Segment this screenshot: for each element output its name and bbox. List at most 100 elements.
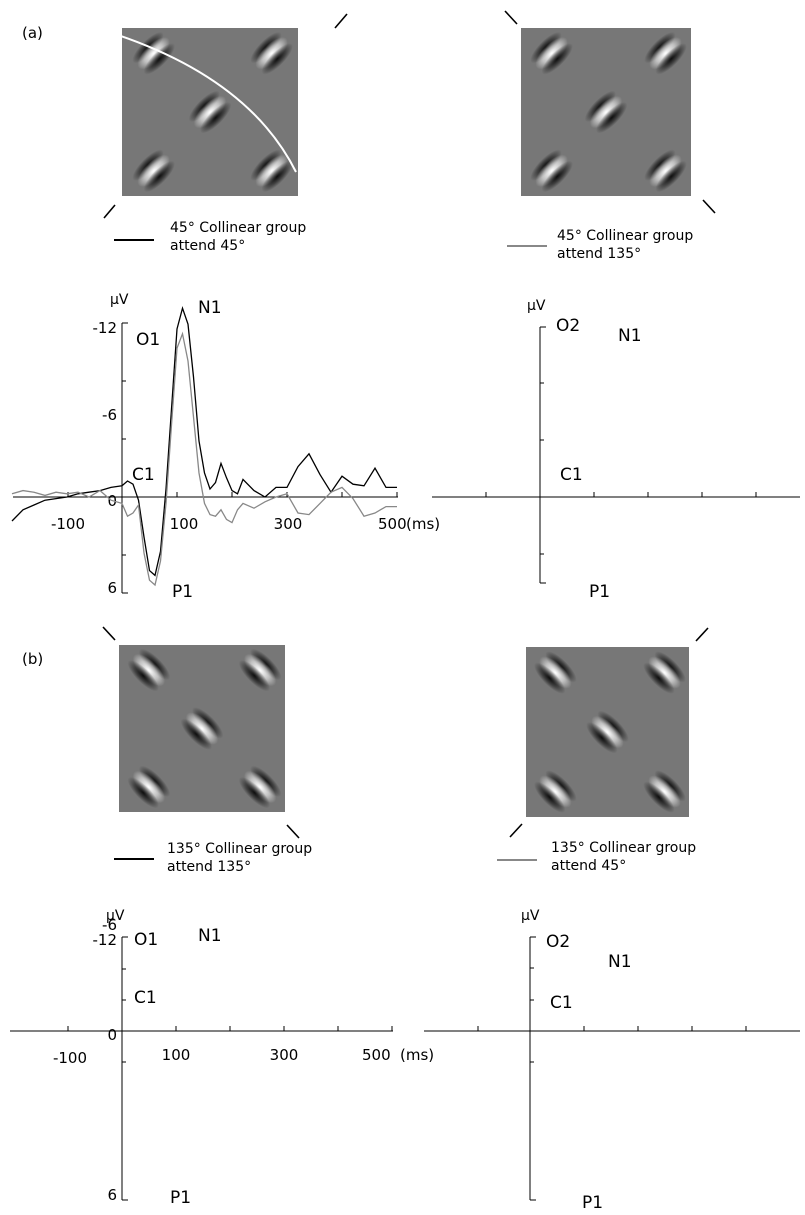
gabor-patch [644, 149, 687, 193]
gabor-band [586, 722, 618, 754]
gabor-band [132, 653, 166, 687]
component-label-p1: P1 [172, 582, 193, 602]
x-ticks [67, 1026, 393, 1031]
x-tick-label: 500 [362, 1046, 391, 1064]
y-tick-label: 6 [107, 1186, 117, 1204]
x-unit-label: (ms) [400, 1046, 434, 1064]
erp-chart-a-o2: μV O2 N1 C1 P1 [432, 298, 800, 602]
y-ticks [530, 936, 536, 1201]
legend-b2: 135° Collinear group attend 45° [497, 840, 696, 874]
x-tick-label: 100 [170, 515, 199, 533]
gabor-band [541, 160, 573, 193]
corner-tick-a1-bl [103, 204, 116, 219]
gabor-band [535, 154, 568, 187]
gabor-patch [643, 651, 686, 694]
legend-a1-line1: 45° Collinear group [170, 220, 306, 236]
gabor-patch [534, 770, 577, 813]
legend-b2-line2: attend 45° [551, 858, 626, 874]
erp-chart-b-o1: μV -12 -6 0 6 -100 [10, 908, 434, 1208]
gabor-band [534, 781, 566, 813]
x-tick-label: -100 [53, 1049, 87, 1067]
component-label-c1: C1 [134, 988, 157, 1008]
corner-tick-a1-tr [334, 13, 348, 29]
gabor-patch [250, 31, 293, 75]
y-tick-label: -6 [102, 916, 117, 934]
gabor-patch [127, 648, 171, 692]
component-label-n1: N1 [618, 326, 642, 346]
gabor-band [261, 160, 293, 193]
gabor-patch [643, 770, 686, 813]
legend-a1: 45° Collinear group attend 45° [114, 220, 306, 254]
gabor-patch [180, 707, 224, 750]
gabor-band [255, 154, 288, 187]
gabor-band [643, 662, 675, 694]
component-label-p1: P1 [582, 1193, 603, 1213]
gabor-band [541, 43, 573, 75]
erp-chart-b-o2: μV O2 N1 C1 P1 [424, 908, 800, 1213]
electrode-label: O1 [136, 330, 160, 350]
gabor-band [127, 660, 159, 692]
gabor-patch [530, 149, 573, 193]
gabor-band [539, 656, 572, 689]
gabor-patch [586, 710, 629, 754]
contour-line-a1 [122, 35, 297, 173]
component-label-p1: P1 [170, 1188, 191, 1208]
component-label-c1: C1 [550, 993, 573, 1013]
stimulus-b1 [102, 626, 300, 839]
gabor-band [648, 656, 681, 689]
gabor-patch [584, 90, 628, 134]
corner-tick-b2-tr [695, 627, 709, 642]
stimulus-a1 [103, 13, 348, 219]
gabor-patch [188, 90, 232, 134]
erp-trace-gray [11, 331, 397, 587]
y-unit-label: μV [106, 908, 125, 924]
x-tick-label: 300 [270, 1046, 299, 1064]
gabor-band [539, 775, 572, 808]
x-tick-label: 100 [162, 1046, 191, 1064]
gabor-patch [530, 31, 573, 75]
y-unit-label: μV [110, 292, 129, 308]
gabor-band [143, 43, 175, 75]
erp-chart-a-o1: μV -12 -6 0 6 -100 100 [11, 292, 440, 602]
y-ticks [540, 326, 546, 584]
gabor-band [596, 102, 628, 134]
gabor-band [137, 154, 170, 187]
corner-tick-a2-br [702, 199, 716, 214]
gabor-band [193, 95, 227, 129]
gabor-set-a1 [132, 31, 293, 193]
electrode-label: O2 [546, 932, 570, 952]
y-tick-label: -12 [93, 319, 118, 337]
corner-tick-b1-tl [102, 626, 116, 641]
gabor-patch [127, 765, 171, 809]
corner-tick-a2-tl [504, 10, 518, 25]
gabor-band [200, 102, 232, 134]
gabor-set-a2 [530, 31, 687, 193]
panel-a: (a) 45° Collinear group attend 45° 45° C… [11, 10, 800, 602]
gabor-band [655, 43, 687, 75]
y-unit-label: μV [521, 908, 540, 924]
panel-label-a: (a) [22, 24, 43, 42]
gabor-band [591, 715, 624, 749]
gabor-patch [132, 149, 175, 193]
gabor-band [535, 37, 568, 70]
component-label-c1: C1 [132, 465, 155, 485]
gabor-band [132, 770, 166, 804]
gabor-band [649, 37, 682, 70]
y-tick-label: -6 [102, 406, 117, 424]
legend-b2-line1: 135° Collinear group [551, 840, 696, 856]
panel-label-b: (b) [22, 650, 43, 668]
corner-tick-b2-bl [509, 823, 523, 838]
gabor-patch [644, 31, 687, 75]
legend-a2-line1: 45° Collinear group [557, 228, 693, 244]
component-label-n1: N1 [198, 298, 222, 318]
erp-trace-black [11, 305, 397, 577]
gabor-band [255, 37, 288, 70]
gabor-set-b1 [127, 648, 282, 809]
gabor-band [185, 712, 219, 745]
gabor-band [137, 37, 170, 70]
component-label-n1: N1 [198, 926, 222, 946]
stimulus-a2 [504, 10, 716, 214]
panel-b: (b) 135° Collinear group attend 135° 135… [10, 626, 800, 1213]
y-tick-label: 6 [107, 579, 117, 597]
